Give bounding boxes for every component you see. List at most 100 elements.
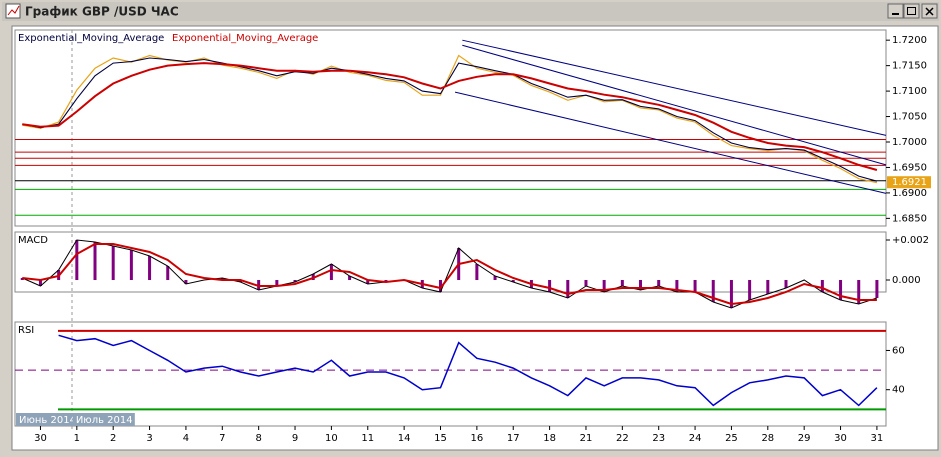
minimize-button[interactable]: [887, 3, 904, 19]
macd-line: [22, 239, 878, 309]
x-tick-label: 7: [219, 433, 225, 444]
last-price-label: 1.6921: [892, 177, 927, 188]
macd-bar: [475, 264, 479, 280]
maximize-icon: [907, 7, 916, 15]
macd-bar: [329, 264, 333, 280]
macd-bar: [166, 266, 170, 280]
x-tick-label: 24: [689, 433, 702, 444]
panel-title: MACD: [18, 235, 48, 246]
x-tick-label: 3: [146, 433, 152, 444]
month-label: Июль 2014: [76, 415, 133, 426]
x-tick-label: 14: [398, 433, 411, 444]
price-panel: [14, 29, 887, 227]
macd-bar: [548, 280, 552, 292]
macd-bar: [275, 280, 279, 286]
macd-bar: [639, 280, 643, 290]
x-tick-label: 23: [652, 433, 665, 444]
y-tick-label: 1.7050: [892, 112, 927, 123]
macd-bar: [584, 280, 588, 286]
macd-bar: [148, 256, 152, 280]
macd-bar: [129, 250, 133, 280]
x-tick-label: 21: [580, 433, 593, 444]
macd-bar: [38, 280, 42, 286]
macd-bar: [820, 280, 824, 292]
macd-bar: [348, 276, 352, 280]
title-bar: [2, 2, 939, 21]
macd-bar: [602, 280, 606, 292]
window-icon-line: [7, 5, 20, 16]
macd-bar: [857, 280, 861, 304]
macd-bar: [93, 242, 97, 280]
x-tick-label: 28: [761, 433, 774, 444]
macd-bar: [620, 280, 624, 286]
x-tick-label: 1: [74, 433, 80, 444]
macd-bar: [493, 276, 497, 280]
y-tick-label: 1.6900: [892, 188, 927, 199]
x-tick-label: 18: [543, 433, 556, 444]
x-tick-label: 2: [110, 433, 116, 444]
y-tick-label: +0.002: [892, 235, 929, 246]
x-tick-label: 8: [255, 433, 261, 444]
x-tick-label: 17: [507, 433, 520, 444]
y-tick-label: 0.000: [892, 275, 921, 286]
macd-bar: [729, 280, 733, 308]
x-tick-label: 22: [616, 433, 629, 444]
y-tick-label: 1.7200: [892, 35, 927, 46]
x-tick-label: 30: [34, 433, 47, 444]
channel-line: [454, 91, 887, 194]
macd-bar: [511, 280, 515, 282]
rsi-line: [58, 334, 878, 407]
y-tick-label: 40: [892, 385, 905, 396]
rsi-panel: [14, 321, 887, 427]
y-tick-label: 60: [892, 345, 905, 356]
x-tick-label: 29: [798, 433, 811, 444]
channel-line: [462, 44, 887, 166]
window-title: График GBP /USD ЧАС: [25, 5, 179, 19]
y-tick-label: 1.6950: [892, 162, 927, 173]
ema-line: [22, 62, 878, 171]
y-tick-label: 1.7000: [892, 137, 927, 148]
x-tick-label: 10: [325, 433, 338, 444]
x-tick-label: 9: [292, 433, 298, 444]
month-box: [72, 413, 135, 426]
x-tick-label: 30: [834, 433, 847, 444]
x-tick-label: 25: [725, 433, 738, 444]
y-tick-label: 1.6850: [892, 213, 927, 224]
x-tick-label: 15: [434, 433, 447, 444]
month-label: Июнь 2014: [19, 415, 76, 426]
last-price-box: [887, 176, 931, 189]
y-tick-label: 1.7100: [892, 86, 927, 97]
channel-line: [462, 39, 887, 136]
legend-entry: Exponential_Moving_Average: [18, 33, 164, 44]
macd-bar: [75, 240, 79, 280]
month-box: [16, 413, 78, 426]
macd-bar: [366, 280, 370, 284]
macd-bar: [675, 280, 679, 292]
window-buttons[interactable]: [887, 3, 938, 19]
legend-entry: Exponential_Moving_Average: [172, 33, 318, 44]
panel-title: RSI: [18, 325, 34, 336]
macd-bar: [184, 280, 188, 284]
close-icon: [925, 7, 934, 16]
macd-panel: [14, 231, 887, 293]
macd-bar: [657, 280, 661, 286]
macd-bar: [111, 246, 115, 280]
macd-bar: [748, 280, 752, 300]
x-tick-label: 11: [361, 433, 374, 444]
macd-bar: [293, 280, 297, 282]
x-tick-label: 4: [183, 433, 189, 444]
signal-line: [22, 243, 877, 306]
macd-bar: [711, 280, 715, 302]
macd-bar: [766, 280, 770, 294]
ema-line: [22, 57, 878, 182]
chart-area: [11, 25, 939, 451]
macd-bar: [566, 280, 570, 298]
macd-bar: [784, 280, 788, 288]
macd-bar: [839, 280, 843, 300]
x-tick-label: 31: [871, 433, 884, 444]
macd-bar: [693, 280, 697, 292]
macd-bar: [875, 280, 879, 298]
maximize-button[interactable]: [903, 3, 920, 19]
